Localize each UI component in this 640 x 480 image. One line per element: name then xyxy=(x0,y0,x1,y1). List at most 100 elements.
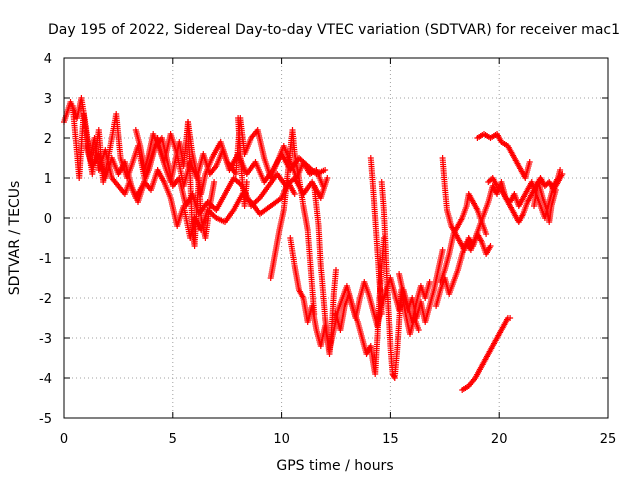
data-point xyxy=(465,191,476,204)
data-point xyxy=(202,157,215,177)
data-point xyxy=(306,255,315,287)
data-point xyxy=(333,267,339,273)
data-point xyxy=(319,183,326,189)
data-point xyxy=(311,183,322,227)
data-point xyxy=(243,179,250,185)
data-point xyxy=(496,324,506,337)
data-point xyxy=(328,293,337,333)
data-point xyxy=(354,319,365,339)
data-point xyxy=(481,201,491,217)
data-point xyxy=(557,167,564,173)
data-point xyxy=(370,183,378,219)
data-point xyxy=(276,209,287,233)
data-point xyxy=(450,269,461,285)
data-point xyxy=(446,281,456,297)
y-tick-label: -4 xyxy=(39,372,52,387)
data-point xyxy=(156,147,169,171)
data-point xyxy=(474,132,486,141)
data-point xyxy=(256,204,273,217)
data-point xyxy=(500,316,510,329)
data-point xyxy=(324,175,331,181)
x-tick-label: 10 xyxy=(273,432,290,447)
data-point xyxy=(483,231,490,237)
data-point xyxy=(478,356,489,369)
data-point xyxy=(393,321,402,357)
x-tick-label: 20 xyxy=(491,432,508,447)
data-point xyxy=(289,127,298,155)
data-point xyxy=(213,192,228,213)
data-point xyxy=(502,195,513,208)
data-point xyxy=(304,227,313,259)
data-point xyxy=(361,279,371,295)
data-point xyxy=(439,155,448,187)
data-point xyxy=(313,167,326,187)
data-point xyxy=(380,207,389,259)
data-point xyxy=(330,269,339,297)
y-tick-label: 1 xyxy=(44,172,52,187)
data-point xyxy=(241,181,250,209)
data-point xyxy=(513,159,524,172)
data-point xyxy=(481,131,492,140)
data-point xyxy=(167,161,178,185)
data-point xyxy=(191,209,200,249)
data-point xyxy=(195,175,204,219)
data-point xyxy=(132,127,143,147)
x-tick-label: 0 xyxy=(60,432,68,447)
data-point xyxy=(211,179,218,185)
data-point xyxy=(494,183,503,192)
data-point xyxy=(437,269,448,285)
data-point xyxy=(206,181,217,209)
data-point xyxy=(478,219,489,235)
data-point xyxy=(241,137,254,157)
data-point xyxy=(272,229,283,257)
data-point xyxy=(365,291,376,311)
data-point xyxy=(520,188,530,201)
data-point xyxy=(189,151,200,175)
data-point xyxy=(108,175,121,188)
data-point xyxy=(507,315,514,321)
data-point xyxy=(385,303,394,347)
x-tick-label: 15 xyxy=(382,432,399,447)
data-point xyxy=(291,263,302,291)
data-point xyxy=(522,161,533,181)
data-point xyxy=(367,155,376,187)
data-point xyxy=(309,303,320,331)
data-point xyxy=(552,187,559,193)
y-tick-label: 0 xyxy=(44,212,52,227)
axis-ticks xyxy=(63,57,609,419)
data-point xyxy=(498,139,510,148)
data-point xyxy=(280,169,291,213)
data-point xyxy=(507,203,517,216)
data-point xyxy=(491,332,502,345)
data-point xyxy=(335,297,345,313)
data-point xyxy=(374,297,383,341)
y-axis-label: SDTVAR / TECUs xyxy=(7,181,23,296)
data-point xyxy=(291,191,298,197)
data-point xyxy=(520,201,530,217)
data-point xyxy=(350,307,360,323)
chart-title: Day 195 of 2022, Sidereal Day-to-day VTE… xyxy=(48,22,620,38)
data-point xyxy=(267,253,278,281)
data-point xyxy=(494,131,504,144)
data-point xyxy=(555,172,565,185)
data-point xyxy=(291,151,302,179)
data-point xyxy=(504,143,515,156)
data-point xyxy=(222,208,236,225)
data-point xyxy=(539,195,550,211)
data-point xyxy=(515,212,526,225)
data-point xyxy=(498,187,508,200)
data-point xyxy=(509,151,519,164)
data-point xyxy=(296,175,306,207)
data-point xyxy=(446,233,457,257)
grid xyxy=(64,58,608,418)
data-point xyxy=(287,235,298,267)
data-point xyxy=(148,169,160,193)
data-point xyxy=(450,224,460,237)
data-point xyxy=(267,161,280,181)
data-point xyxy=(161,179,173,199)
data-point xyxy=(441,183,450,211)
data-point xyxy=(378,179,387,211)
data-point xyxy=(113,111,124,159)
data-point xyxy=(300,203,311,231)
